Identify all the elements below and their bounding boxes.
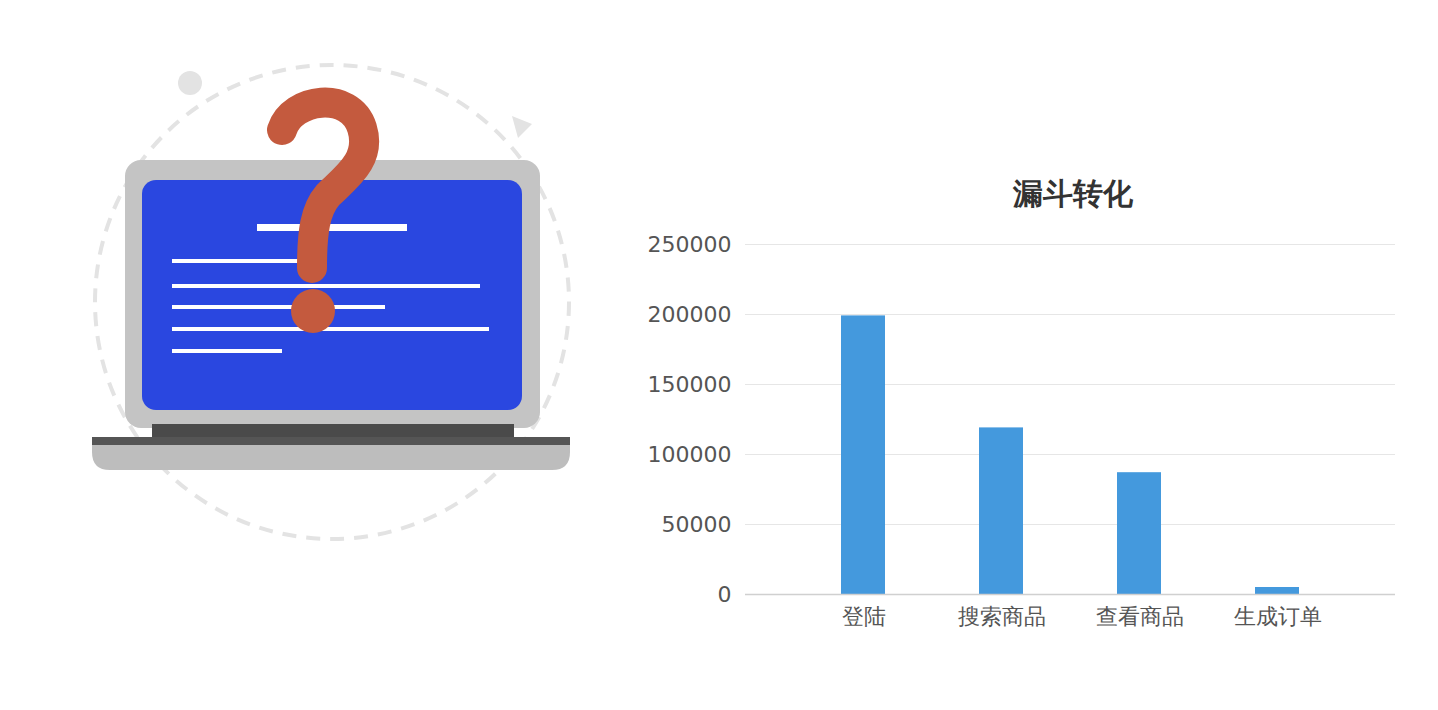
html-text:漏斗转化: 漏斗转化	[1012, 176, 1133, 211]
svg-text:搜索商品: 搜索商品	[958, 604, 1046, 629]
svg-text:250000: 250000	[648, 232, 732, 257]
svg-text:0: 0	[718, 582, 732, 607]
svg-text:50000: 50000	[662, 512, 732, 537]
svg-text:登陆: 登陆	[842, 604, 886, 629]
svg-text:100000: 100000	[648, 442, 732, 467]
svg-text:生成订单: 生成订单	[1234, 604, 1322, 629]
svg-text:150000: 150000	[648, 372, 732, 397]
svg-text:查看商品: 查看商品	[1096, 604, 1184, 629]
svg-text:200000: 200000	[648, 302, 732, 327]
